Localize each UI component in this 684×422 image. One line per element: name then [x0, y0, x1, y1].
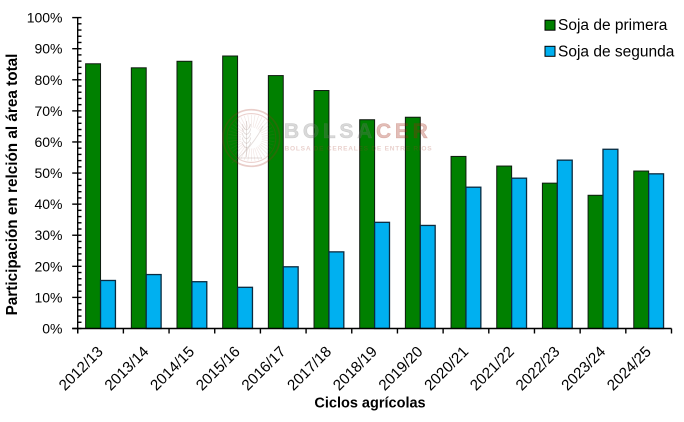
svg-text:10%: 10%: [34, 289, 62, 305]
svg-text:60%: 60%: [34, 134, 62, 150]
svg-text:20%: 20%: [34, 258, 62, 274]
svg-text:0%: 0%: [42, 321, 62, 337]
svg-text:90%: 90%: [34, 41, 62, 57]
svg-text:70%: 70%: [34, 103, 62, 119]
svg-text:BOLSA DE CEREALES DE ENTRE RÍO: BOLSA DE CEREALES DE ENTRE RÍOS: [285, 144, 433, 153]
svg-text:Participación en relción al ár: Participación en relción al área total: [4, 54, 21, 316]
svg-text:40%: 40%: [34, 196, 62, 212]
svg-text:80%: 80%: [34, 72, 62, 88]
svg-text:100%: 100%: [27, 10, 63, 26]
svg-text:BOLSACER: BOLSACER: [284, 120, 431, 143]
svg-text:30%: 30%: [34, 227, 62, 243]
svg-text:Ciclos agrícolas: Ciclos agrícolas: [314, 396, 425, 412]
svg-text:Soja de primera: Soja de primera: [558, 17, 668, 34]
svg-text:50%: 50%: [34, 165, 62, 181]
svg-text:Soja de segunda: Soja de segunda: [558, 43, 675, 60]
